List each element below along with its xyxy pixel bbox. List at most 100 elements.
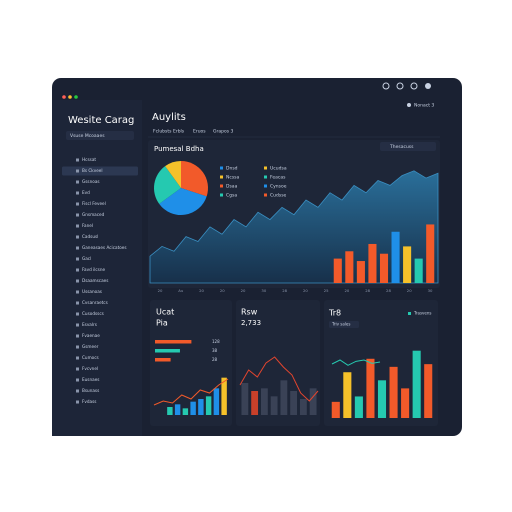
icon[interactable] [396,82,404,90]
search-text: Vsuse Mcoaaes [70,133,105,139]
item-icon [76,235,79,239]
sidebar-item[interactable]: Fvaenae [82,333,100,338]
legend-swatch [264,175,267,179]
item-icon [76,378,79,382]
sidebar-item[interactable]: Gsmeer [82,344,99,349]
close-button[interactable] [62,95,66,99]
filter-text: Thesacuss [389,144,414,150]
sidebar-item[interactable]: Cvsanraetcs [82,300,108,305]
sidebar-item[interactable]: Cadsusl [82,234,98,239]
legend-label: Cudsse [270,193,287,199]
axis-label: Au [178,288,184,293]
tab[interactable]: Fclubsts [153,129,172,135]
icon[interactable] [382,82,390,90]
sidebar-item[interactable]: Bsunass [82,388,99,393]
bar [260,388,268,415]
sidebar [52,100,142,436]
user-icon[interactable] [407,103,411,107]
legend-swatch [264,184,267,188]
bar [331,401,340,418]
icon[interactable] [410,82,418,90]
sidebar-item[interactable]: Evd [82,190,90,195]
item-icon [76,224,79,228]
sidebar-item[interactable]: Bs Ckveel [82,168,103,173]
panel [150,300,232,426]
bar [424,364,433,418]
search-box[interactable] [66,131,134,140]
page-title: Auylits [152,112,186,123]
sidebar-item[interactable]: Esvalrs [82,322,97,327]
sidebar-item[interactable]: Gssnoas [82,179,100,184]
legend-swatch [264,166,267,170]
hbar [155,340,192,344]
panel [324,300,438,426]
user-name[interactable]: Nonact 3 [414,103,434,109]
legend-label: Dnsd [226,166,238,172]
bar [205,396,212,415]
active-item[interactable] [62,166,138,176]
axis-label: 30 [261,288,266,293]
bar [345,251,354,283]
bar [213,388,220,415]
sidebar-item[interactable]: Fvdass [82,399,96,404]
sidebar-item[interactable]: Eusnaes [82,377,99,382]
item-icon [76,268,79,272]
panel-title: Ucat [156,308,174,317]
bar [270,396,278,415]
item-icon [76,356,79,360]
bar [343,372,352,418]
bar [280,380,288,415]
bar [309,388,317,415]
bar [366,358,375,418]
sidebar-item[interactable]: Hcssat [82,157,96,162]
legend-label: Cgsa [226,193,237,199]
minimize-button[interactable] [68,95,72,99]
sidebar-item[interactable]: Cusodsscs [82,311,104,316]
pie-slice [159,188,207,216]
pie-slice [153,166,181,204]
icon[interactable] [425,83,431,89]
sidebar-item[interactable]: Favd ilcsne [82,267,106,272]
bar [241,383,249,415]
legend-swatch [220,193,223,197]
bar [389,366,398,418]
tab[interactable]: Eruos [193,129,206,135]
item-icon [76,301,79,305]
axis-label: 20 [241,288,246,293]
bar [414,258,423,283]
maximize-button[interactable] [74,95,78,99]
bar [391,231,400,283]
legend-label: Dsaa [226,184,238,190]
bar [401,388,410,418]
tab[interactable]: Grapos 3 [213,129,233,135]
sidebar-item[interactable]: Cumocs [82,355,99,360]
bar [333,258,342,283]
sidebar-item[interactable]: Fanel [82,223,93,228]
legend-label: Ucudsa [270,166,287,172]
axis-label: 30 [428,288,433,293]
bar [190,401,196,415]
filter-button[interactable] [380,142,436,151]
item-icon [76,345,79,349]
item-icon [76,367,79,371]
sidebar-item[interactable]: Ganeasaes Acicatoes [82,245,127,250]
line [331,359,381,366]
sidebar-item[interactable]: Fiscl Feveel [82,201,106,206]
legend-label: Feacas [270,175,286,181]
bar [198,399,204,415]
tab[interactable]: Erbls [173,129,185,135]
legend-label: Cynsoe [270,184,287,190]
pie-slice [181,161,209,197]
bar [403,246,412,283]
sidebar-item[interactable]: Fvcvnel [82,366,98,371]
item-icon [76,290,79,294]
hbar-label: 128 [212,339,220,344]
main-title: Pumesal Bdha [154,145,204,153]
sidebar-item[interactable]: Ussanoas [82,289,102,294]
sidebar-item[interactable]: Gnsmaced [82,212,105,217]
sidebar-item[interactable]: Dsaamscaes [82,278,108,283]
bar [174,404,181,415]
sidebar-item[interactable]: Gacl [82,256,91,261]
panel-title: Rsw [241,308,258,317]
axis-label: 28 [386,288,391,293]
